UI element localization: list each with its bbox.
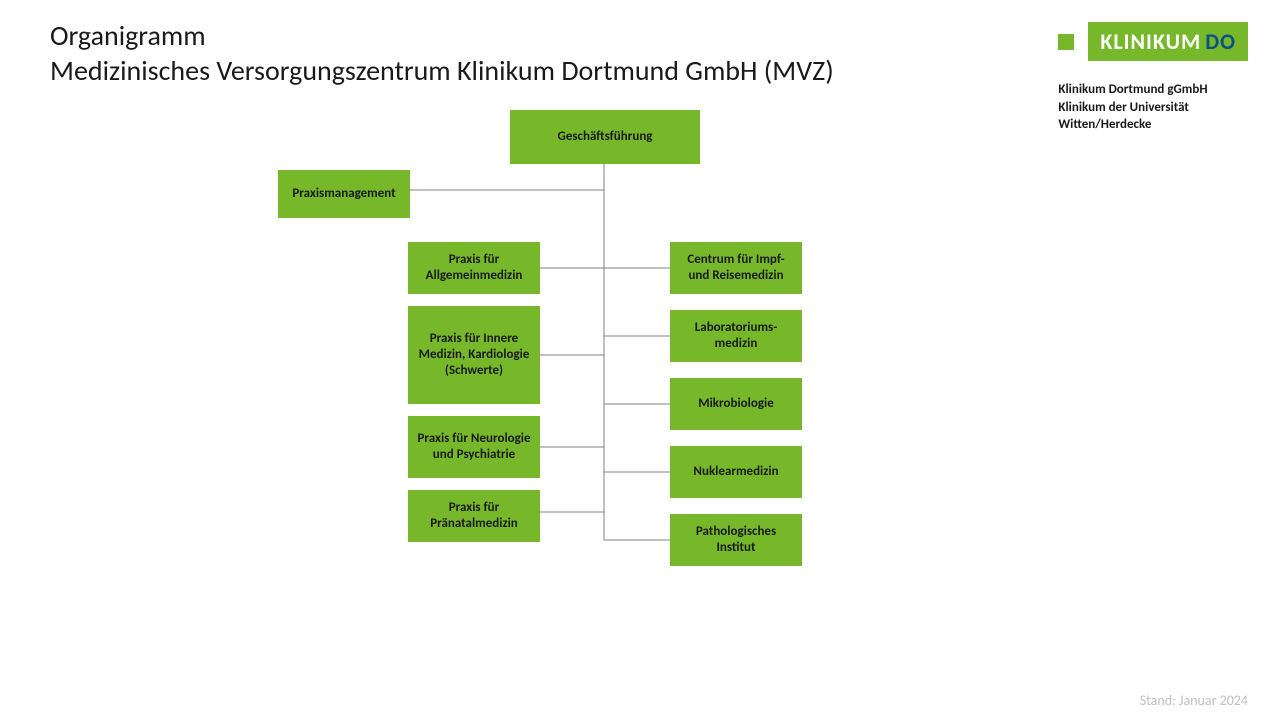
org-node-neuro: Praxis für Neurologie und Psychiatrie xyxy=(408,416,540,478)
org-node-allg: Praxis für Allgemeinmedizin xyxy=(408,242,540,294)
org-node-root: Geschäftsführung xyxy=(510,110,700,164)
org-node-pm: Praxismanagement xyxy=(278,170,410,218)
org-connectors xyxy=(0,0,1280,721)
org-node-nuklear: Nuklearmedizin xyxy=(670,446,802,498)
org-node-innere: Praxis für Innere Medizin, Kardiologie (… xyxy=(408,306,540,404)
footer-date: Stand: Januar 2024 xyxy=(1140,692,1248,709)
org-node-praenat: Praxis für Pränatalmedizin xyxy=(408,490,540,542)
org-node-mikro: Mikrobiologie xyxy=(670,378,802,430)
org-node-labor: Laboratoriums-medizin xyxy=(670,310,802,362)
org-node-impf: Centrum für Impf- und Reisemedizin xyxy=(670,242,802,294)
org-node-patho: Pathologisches Institut xyxy=(670,514,802,566)
